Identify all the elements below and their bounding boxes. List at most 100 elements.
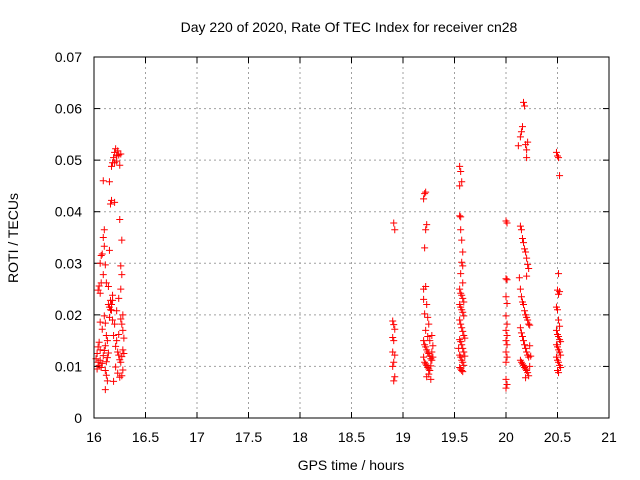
data-point [98, 359, 106, 367]
y-axis-label: ROTI / TECUs [5, 193, 21, 283]
data-point [459, 368, 467, 376]
data-point [113, 307, 121, 315]
data-point [120, 334, 128, 342]
data-point [552, 353, 560, 361]
data-point [96, 318, 104, 326]
data-point [521, 245, 529, 253]
data-point [422, 326, 430, 334]
data-point [458, 236, 466, 244]
data-point [101, 342, 109, 350]
data-point [458, 291, 466, 299]
data-point [422, 188, 430, 196]
x-tick-label: 21 [601, 429, 617, 445]
data-point [525, 320, 533, 328]
data-point [102, 279, 110, 287]
data-point [555, 358, 563, 366]
data-point [391, 226, 399, 234]
y-tick-label: 0.05 [55, 152, 82, 168]
x-tick-label: 18 [292, 429, 308, 445]
data-point [102, 371, 110, 379]
data-point [461, 334, 469, 342]
y-tick-label: 0.01 [55, 358, 82, 374]
data-point [459, 248, 467, 256]
data-point [460, 312, 468, 320]
data-point [111, 148, 119, 156]
data-point [456, 162, 464, 170]
data-point [520, 98, 528, 106]
data-point [523, 154, 531, 162]
data-point [521, 341, 529, 349]
data-point [119, 346, 127, 354]
data-point [110, 331, 118, 339]
data-point [455, 344, 463, 352]
data-point [457, 213, 465, 221]
data-point [526, 342, 534, 350]
data-point [117, 262, 125, 270]
data-point [114, 147, 122, 155]
data-point [502, 312, 510, 320]
data-point [556, 172, 564, 180]
y-tick-label: 0.02 [55, 307, 82, 323]
data-point [460, 298, 468, 306]
data-point [503, 320, 511, 328]
data-point [97, 363, 105, 371]
data-point [426, 367, 434, 375]
data-point [96, 346, 104, 354]
data-point [516, 324, 524, 332]
x-tick-label: 16.5 [132, 429, 159, 445]
data-point [518, 235, 526, 243]
data-point [518, 360, 526, 368]
data-point [119, 326, 127, 334]
data-point [420, 353, 428, 361]
x-tick-label: 20.5 [544, 429, 571, 445]
data-point [516, 285, 524, 293]
data-point [422, 226, 430, 234]
y-tick-label: 0.03 [55, 255, 82, 271]
data-point [502, 358, 510, 366]
data-point [118, 372, 126, 380]
data-point [503, 276, 511, 284]
data-point [99, 234, 107, 241]
data-point [100, 312, 108, 320]
data-point [95, 338, 103, 346]
x-axis-label: GPS time / hours [298, 457, 405, 473]
data-point [517, 226, 525, 234]
data-point [503, 341, 511, 349]
data-point [459, 327, 467, 335]
data-point [555, 316, 563, 324]
data-point [522, 374, 530, 382]
data-point [458, 258, 466, 266]
data-point [557, 351, 565, 359]
data-point [459, 262, 467, 270]
data-point [521, 102, 529, 110]
data-point [522, 344, 530, 352]
data-point [105, 246, 113, 254]
data-point [424, 313, 432, 321]
data-point [522, 365, 530, 373]
data-point [555, 290, 563, 298]
data-point [517, 329, 525, 337]
data-point [458, 178, 466, 186]
data-point [554, 306, 561, 314]
data-point [502, 348, 510, 356]
x-tick-label: 16 [86, 429, 102, 445]
data-point [420, 195, 428, 203]
data-point [427, 362, 435, 370]
data-point [114, 369, 122, 377]
data-point [527, 352, 535, 360]
data-point [389, 334, 397, 342]
data-point [98, 325, 106, 333]
grid-lines [94, 57, 609, 418]
data-point [502, 293, 510, 301]
data-point [516, 222, 524, 230]
data-point [457, 226, 465, 234]
data-point [118, 320, 126, 328]
data-point [459, 358, 467, 366]
data-point [100, 226, 108, 234]
data-point [101, 386, 109, 394]
data-point [557, 363, 565, 371]
data-point [423, 301, 431, 309]
data-point [503, 300, 511, 308]
x-tick-labels: 16 16.5 17 17.5 18 18.5 19 19.5 20 20.5 21 [86, 429, 617, 445]
